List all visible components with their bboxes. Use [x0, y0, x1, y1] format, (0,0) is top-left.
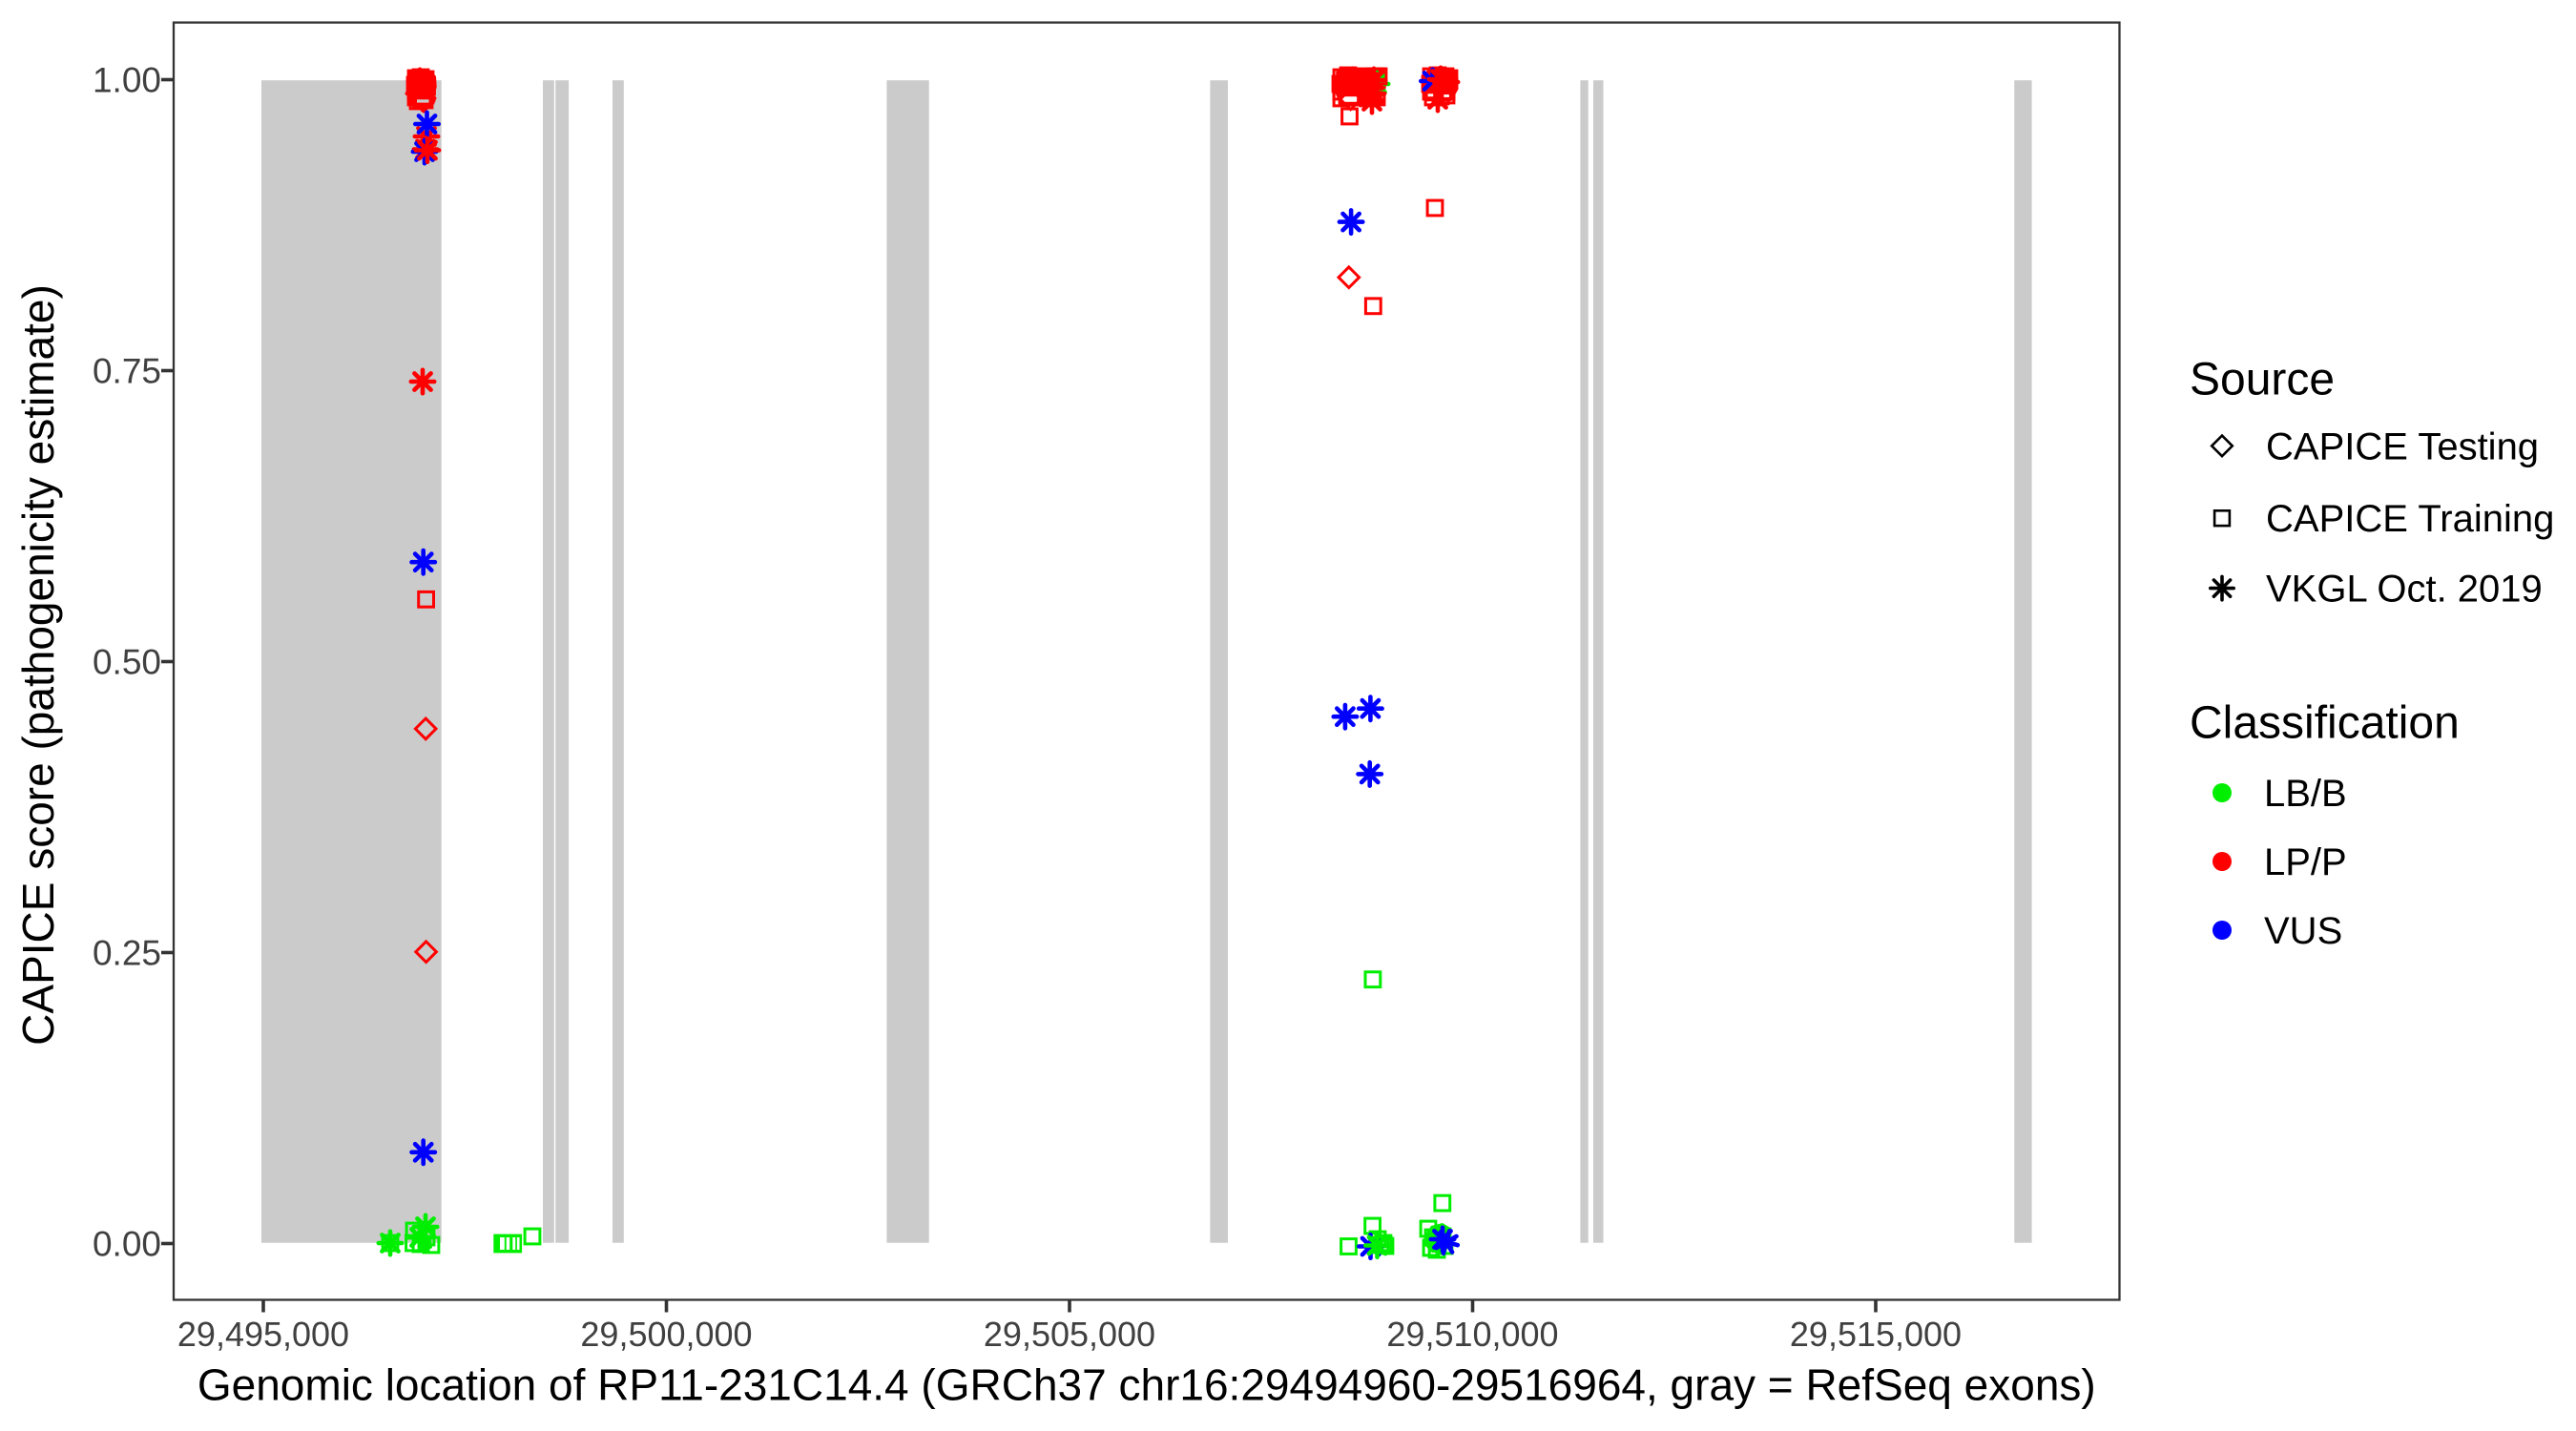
svg-text:LB/B: LB/B [2264, 773, 2347, 815]
svg-text:LP/P: LP/P [2264, 841, 2347, 883]
svg-text:0.75: 0.75 [93, 352, 161, 391]
svg-text:29,500,000: 29,500,000 [580, 1315, 752, 1354]
svg-text:Source: Source [2190, 355, 2335, 405]
svg-text:29,495,000: 29,495,000 [177, 1315, 349, 1354]
svg-text:1.00: 1.00 [93, 61, 161, 100]
svg-text:29,515,000: 29,515,000 [1790, 1315, 1962, 1354]
svg-text:CAPICE score (pathogenicity es: CAPICE score (pathogenicity estimate) [13, 284, 63, 1046]
svg-text:0.00: 0.00 [93, 1225, 161, 1264]
svg-text:Genomic location of RP11-231C1: Genomic location of RP11-231C14.4 (GRCh3… [197, 1360, 2096, 1410]
svg-text:29,505,000: 29,505,000 [984, 1315, 1155, 1354]
svg-text:Classification: Classification [2190, 698, 2460, 749]
svg-text:0.25: 0.25 [93, 934, 161, 973]
svg-text:CAPICE Training: CAPICE Training [2266, 498, 2554, 540]
svg-text:29,510,000: 29,510,000 [1386, 1315, 1558, 1354]
svg-text:VKGL Oct. 2019: VKGL Oct. 2019 [2266, 569, 2543, 611]
svg-text:VUS: VUS [2264, 910, 2342, 952]
svg-text:CAPICE Testing: CAPICE Testing [2266, 425, 2539, 467]
svg-text:0.50: 0.50 [93, 643, 161, 682]
